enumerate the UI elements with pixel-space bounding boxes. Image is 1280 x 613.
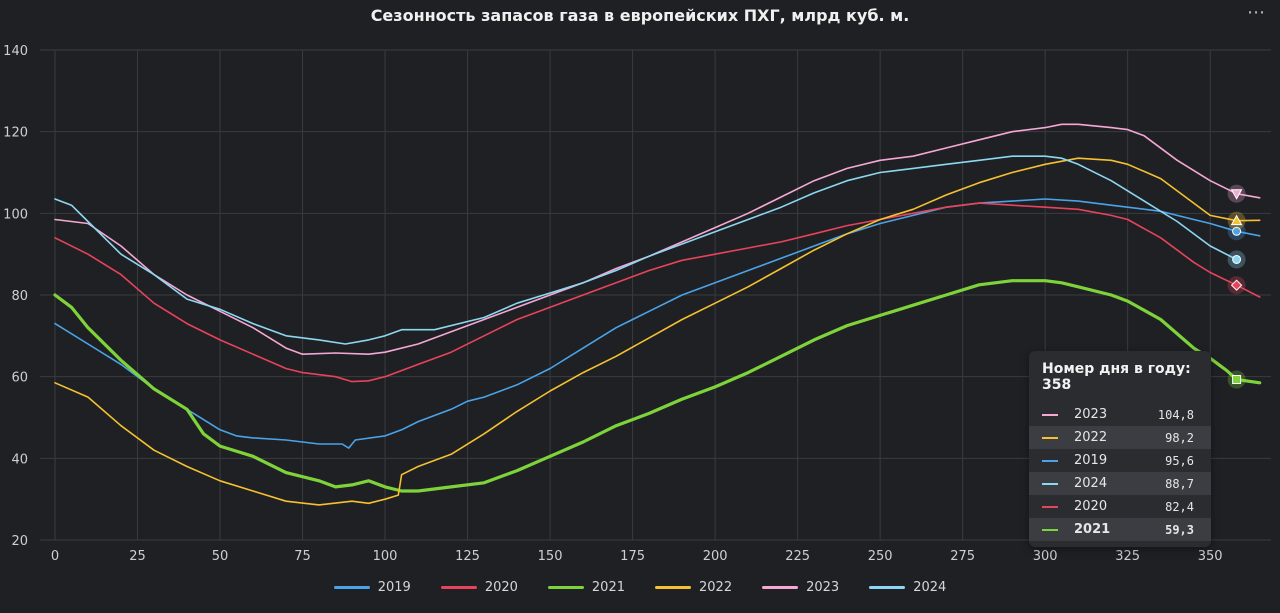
legend-item-2023[interactable]: 2023: [762, 580, 839, 595]
tooltip-series-name: 2022: [1074, 430, 1108, 445]
series-line-2019[interactable]: [54, 198, 1261, 449]
x-tick-label: 125: [455, 549, 480, 564]
series-line-2020[interactable]: [54, 202, 1261, 383]
y-tick-label: 20: [11, 534, 28, 549]
x-tick-label: 0: [51, 549, 59, 564]
x-tick-label: 25: [129, 549, 146, 564]
legend-item-2020[interactable]: 2020: [440, 580, 518, 595]
legend-swatch: [655, 586, 691, 589]
tooltip-swatch: [1042, 505, 1058, 508]
chart-title: Сезонность запасов газа в европейских ПХ…: [370, 6, 910, 25]
x-tick-label: 150: [538, 549, 563, 564]
hover-marker-2023: [1227, 184, 1246, 203]
tooltip-swatch: [1042, 528, 1058, 531]
y-tick-label: 140: [3, 44, 28, 59]
x-tick-label: 275: [950, 549, 975, 564]
x-tick-label: 75: [294, 549, 311, 564]
y-tick-label: 60: [11, 371, 28, 386]
legend-item-2022[interactable]: 2022: [655, 580, 732, 595]
tooltip-series-name: 2021: [1074, 522, 1111, 537]
x-tick-label: 50: [212, 549, 229, 564]
x-tick-label: 325: [1115, 549, 1140, 564]
legend-label: 2021: [591, 580, 625, 595]
x-tick-label: 300: [1033, 549, 1058, 564]
tooltip-swatch: [1042, 459, 1058, 462]
x-tick-label: 250: [868, 549, 893, 564]
tooltip-swatch: [1042, 413, 1058, 416]
tooltip-swatch: [1042, 482, 1058, 485]
x-tick-label: 100: [373, 549, 398, 564]
legend-label: 2020: [484, 580, 518, 595]
x-tick-label: 225: [785, 549, 810, 564]
x-tick-label: 350: [1198, 549, 1223, 564]
series-lines: [53, 123, 1262, 506]
tooltip-row-2023: 2023 104,8: [1029, 403, 1211, 426]
legend-label: 2019: [377, 580, 411, 595]
series-line-2024[interactable]: [54, 155, 1238, 345]
y-tick-label: 80: [11, 289, 28, 304]
legend-swatch: [440, 586, 477, 589]
tooltip-series-value: 98,2: [1165, 430, 1194, 445]
tooltip-row-2021: 2021 59,3: [1029, 518, 1211, 541]
more-dots-icon[interactable]: ⋯: [1247, 2, 1266, 23]
tooltip-series-value: 88,7: [1165, 476, 1194, 491]
tooltip-row-2019: 2019 95,6: [1029, 449, 1211, 472]
legend-swatch: [333, 586, 370, 589]
hover-marker-2019: [1227, 222, 1246, 241]
tooltip: Номер дня в году: 358 2023 104,8 2022 98,2 2…: [1029, 351, 1211, 547]
series-line-2021[interactable]: [53, 279, 1262, 493]
tooltip-series-value: 82,4: [1165, 499, 1194, 514]
hover-marker-2020: [1227, 276, 1246, 295]
legend-swatch: [762, 586, 799, 589]
series-line-2022[interactable]: [54, 157, 1261, 506]
legend: 2019 2020 2021 2022 2023 2024: [0, 580, 1280, 595]
tooltip-swatch: [1042, 436, 1058, 439]
x-tick-label: 200: [703, 549, 728, 564]
hover-marker-2024: [1227, 250, 1246, 269]
tooltip-series-name: 2023: [1074, 407, 1108, 422]
tooltip-rows: 2023 104,8 2022 98,2 2019 95,6 2024 88,7 2020 82,…: [1029, 403, 1211, 541]
legend-swatch: [869, 586, 906, 589]
hover-marker-2021: [1227, 370, 1246, 389]
legend-swatch: [547, 586, 584, 589]
legend-item-2019[interactable]: 2019: [333, 580, 411, 595]
y-tick-label: 100: [3, 207, 28, 222]
tooltip-row-2020: 2020 82,4: [1029, 495, 1211, 518]
axis-ticks: 20 40 60 80 100 120 140 0 25 50 75 100 125 150 175 200 2…: [3, 44, 1222, 564]
legend-item-2024[interactable]: 2024: [869, 580, 946, 595]
tooltip-series-value: 59,3: [1165, 522, 1194, 537]
tooltip-series-name: 2020: [1074, 499, 1108, 514]
legend-label: 2022: [699, 580, 733, 595]
tooltip-series-name: 2024: [1074, 476, 1108, 491]
tooltip-row-2024: 2024 88,7: [1029, 472, 1211, 495]
y-tick-label: 40: [11, 452, 28, 467]
series-line-2023[interactable]: [54, 123, 1261, 355]
legend-item-2021[interactable]: 2021: [547, 580, 625, 595]
tooltip-row-2022: 2022 98,2: [1029, 426, 1211, 449]
y-tick-label: 120: [3, 126, 28, 141]
tooltip-header: Номер дня в году: 358: [1042, 361, 1191, 393]
tooltip-series-value: 95,6: [1165, 453, 1194, 468]
hover-marker-2022: [1227, 211, 1246, 230]
tooltip-series-value: 104,8: [1157, 407, 1194, 422]
legend-label: 2023: [806, 580, 840, 595]
x-tick-label: 175: [620, 549, 645, 564]
hover-markers: [1227, 184, 1246, 389]
tooltip-series-name: 2019: [1074, 453, 1108, 468]
legend-label: 2024: [913, 580, 947, 595]
